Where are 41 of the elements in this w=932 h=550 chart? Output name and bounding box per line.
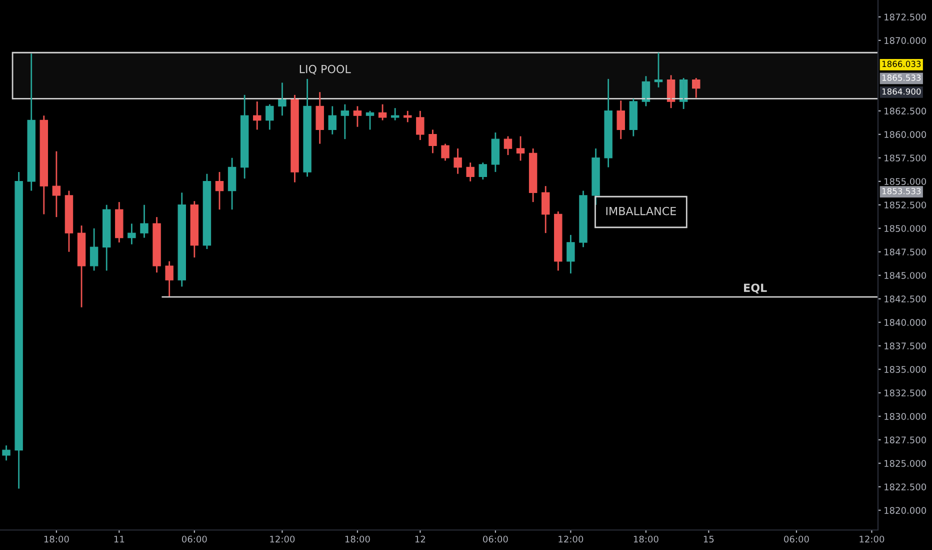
y-tick-label: 1835.000	[884, 366, 926, 373]
y-tick-label: 1822.500	[884, 484, 926, 490]
y-tick-label: 1832.500	[884, 390, 926, 396]
x-tick-label: 06:00	[182, 536, 207, 543]
y-tick-label: 1845.000	[884, 272, 926, 279]
ref-line-label: EQL	[744, 284, 767, 294]
y-tick-label: 1850.000	[884, 225, 926, 232]
annotation: IMBALLANCE	[606, 206, 676, 216]
annotation: 1864.900	[882, 88, 921, 95]
x-tick-label: 18:00	[44, 536, 69, 543]
x-tick-label: 12:00	[860, 536, 884, 543]
candlestick	[390, 107, 400, 121]
x-tick-label: 12	[415, 536, 426, 542]
y-tick-label: 1825.000	[884, 460, 926, 467]
y-tick-label: 1842.500	[884, 296, 926, 302]
x-tick-label: 11	[114, 536, 124, 542]
y-tick-label: 1827.500	[884, 436, 926, 444]
y-tick-label: 1837.500	[884, 342, 926, 350]
annotation: 1865.533	[882, 74, 921, 81]
annotation: 1866.033	[882, 60, 921, 68]
y-tick-label: 1860.000	[884, 131, 926, 138]
y-tick-label: 1830.000	[884, 413, 926, 420]
x-tick-label: 12:00	[270, 536, 295, 543]
x-tick-label: 12:00	[558, 536, 584, 543]
x-tick-label: 18:00	[634, 536, 658, 543]
y-tick-label: 1847.500	[884, 248, 926, 256]
y-tick-label: 1820.000	[884, 506, 926, 514]
x-tick-label: 06:00	[784, 536, 809, 543]
y-tick-label: 1852.500	[884, 202, 926, 208]
x-tick-label: 06:00	[483, 536, 508, 543]
band-label: LIQ POOL	[300, 64, 351, 75]
y-tick-label: 1862.500	[884, 108, 926, 114]
annotation: 1853.533	[882, 188, 921, 194]
candlestick	[404, 110, 412, 123]
y-tick-label: 1870.000	[884, 37, 926, 44]
x-tick-label: 18:00	[345, 536, 370, 543]
y-tick-label: 1857.500	[884, 154, 926, 162]
y-tick-label: 1872.500	[884, 14, 926, 20]
x-tick-label: 15	[704, 536, 714, 543]
y-tick-label: 1855.000	[884, 178, 926, 185]
y-tick-label: 1840.000	[884, 319, 926, 326]
